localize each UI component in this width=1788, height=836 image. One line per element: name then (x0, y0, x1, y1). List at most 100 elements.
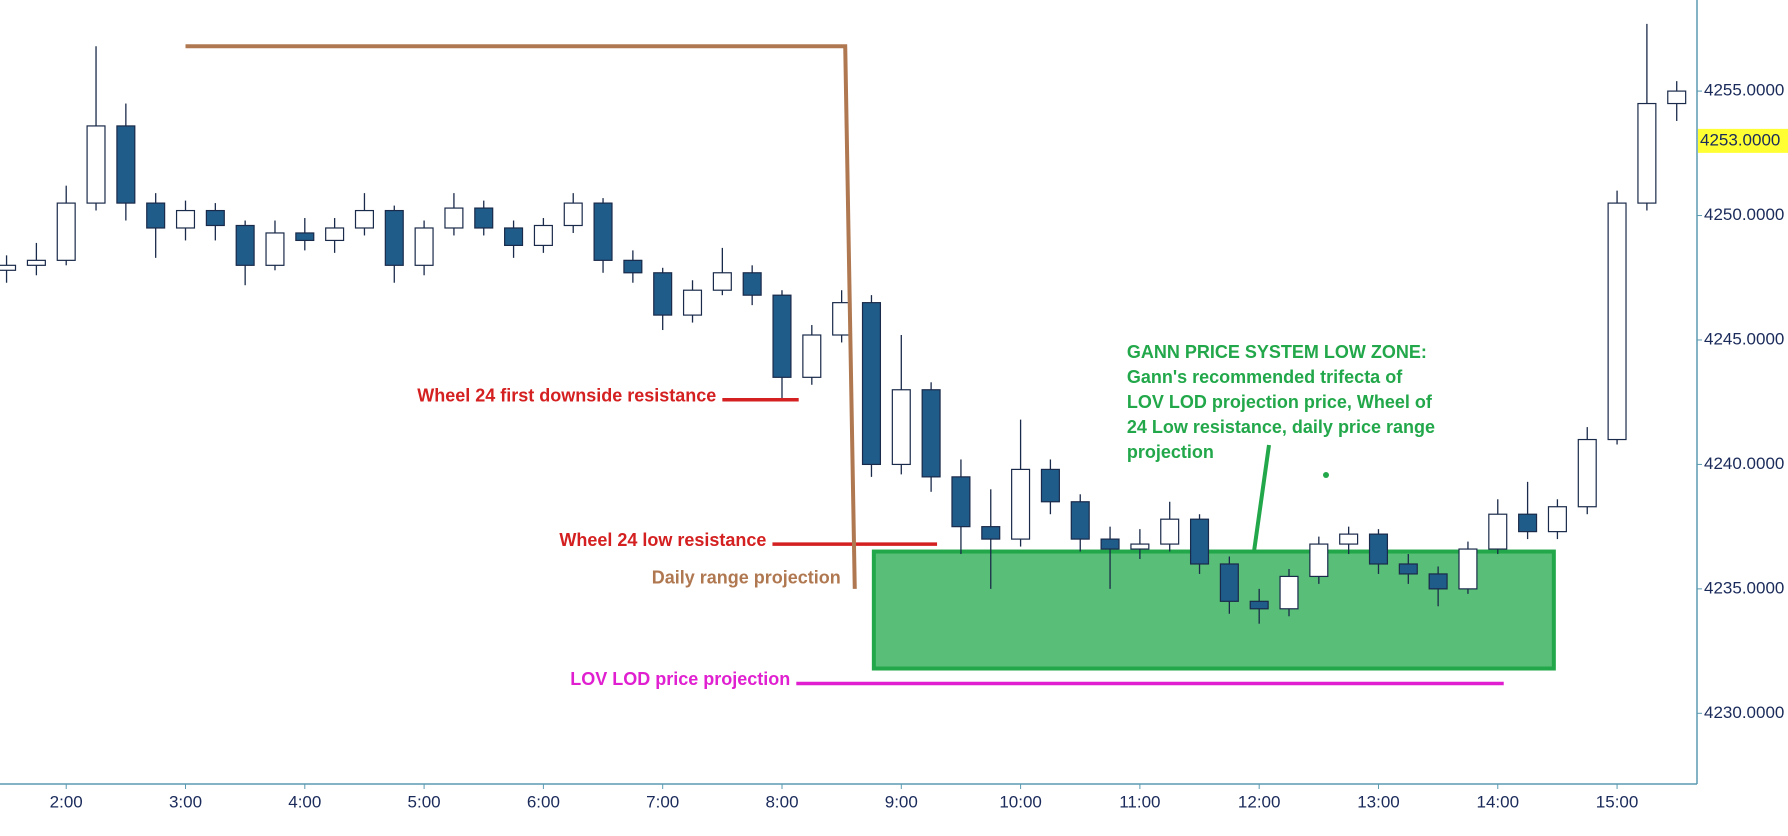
candle (1368, 529, 1389, 574)
candle-body (325, 227, 345, 242)
candle-body (593, 202, 613, 261)
candle (1547, 499, 1567, 540)
candle-body (1607, 202, 1627, 441)
candle-body (772, 294, 792, 378)
x-tick-label: 2:00 (50, 792, 83, 811)
candle-body (235, 224, 255, 266)
candle (1070, 494, 1090, 552)
candle (1130, 529, 1150, 560)
candle (1040, 459, 1060, 515)
candle (742, 265, 762, 306)
level-label: Wheel 24 first downside resistance (417, 385, 716, 405)
candle (56, 185, 76, 266)
candle (86, 46, 106, 211)
zone-text: GANN PRICE SYSTEM LOW ZONE: (1127, 342, 1427, 362)
candle-body (1100, 538, 1120, 550)
zone-dot (1323, 472, 1329, 478)
candle (951, 459, 971, 555)
low-zone (871, 549, 1556, 671)
candle (981, 489, 1001, 589)
candle (414, 220, 434, 276)
candle-body (623, 259, 643, 274)
candle (593, 198, 613, 273)
candle (0, 255, 17, 283)
candle-body (1667, 90, 1687, 105)
candle (1249, 588, 1269, 624)
candle (235, 220, 255, 286)
candle-body (653, 272, 673, 316)
candle-body (1309, 543, 1329, 578)
candle (623, 250, 643, 283)
y-tick-label: 4240.0000 (1704, 454, 1784, 473)
candle-body (26, 259, 46, 266)
candle (712, 247, 732, 296)
level-label: Wheel 24 low resistance (559, 530, 766, 550)
candle (1189, 514, 1210, 574)
range-line (185, 44, 857, 589)
candle (861, 295, 882, 477)
candle (1577, 427, 1597, 515)
candle-body (951, 476, 971, 528)
candle-body (1160, 518, 1180, 545)
candle-body (1279, 575, 1299, 610)
candle-body (1130, 543, 1150, 550)
candle (563, 193, 583, 233)
candle-body (175, 209, 196, 229)
zone-text: LOV LOD projection price, Wheel of (1127, 392, 1433, 412)
candle (832, 290, 852, 343)
candle (682, 280, 703, 323)
x-tick-label: 11:00 (1119, 792, 1160, 811)
candle-body (1488, 513, 1508, 550)
x-tick-label: 15:00 (1596, 792, 1639, 811)
candle (384, 205, 404, 283)
candle (1458, 541, 1478, 594)
y-tick-label: 4255.0000 (1704, 81, 1784, 100)
candle-body (0, 264, 17, 271)
candle-body (1189, 518, 1210, 565)
candle (265, 220, 285, 271)
candle-body (1577, 438, 1597, 508)
candle-body (1428, 573, 1448, 590)
candle-body (712, 272, 732, 291)
y-tick-label: 4250.0000 (1704, 205, 1784, 224)
candle-body (354, 209, 374, 229)
x-tick-label: 6:00 (527, 792, 560, 811)
candle (205, 203, 225, 241)
candle-body (56, 202, 76, 261)
x-tick-label: 13:00 (1357, 792, 1400, 811)
candle-body (802, 334, 822, 378)
candle-body (414, 227, 434, 266)
x-tick-label: 14:00 (1477, 792, 1520, 811)
candle-body (1458, 548, 1478, 590)
candle-body (146, 202, 166, 229)
candle (921, 382, 941, 492)
x-tick-label: 7:00 (646, 792, 679, 811)
candle-body (981, 526, 1001, 540)
candle (533, 218, 553, 253)
candle-body (504, 227, 524, 247)
zone-text: 24 Low resistance, daily price range (1127, 417, 1435, 437)
candle-body (891, 389, 911, 466)
candle (1607, 190, 1627, 445)
candle (354, 193, 374, 236)
candle-body (1219, 563, 1239, 602)
candle-body (1398, 563, 1418, 575)
x-tick-label: 12:00 (1238, 792, 1281, 811)
candle-body (86, 125, 106, 204)
candle-body (742, 272, 762, 296)
candle-body (1040, 468, 1060, 503)
candle-body (1637, 102, 1657, 204)
x-tick-label: 3:00 (169, 792, 202, 811)
zone-text: Gann's recommended trifecta of (1127, 367, 1403, 387)
candle (295, 218, 315, 251)
candle-body (1070, 501, 1090, 540)
zone-text: projection (1127, 442, 1214, 462)
candle (1428, 566, 1448, 607)
candle (653, 267, 673, 331)
candle (802, 325, 822, 385)
candle-body (205, 209, 225, 227)
candle-body (1547, 506, 1567, 533)
candle (1011, 419, 1031, 547)
